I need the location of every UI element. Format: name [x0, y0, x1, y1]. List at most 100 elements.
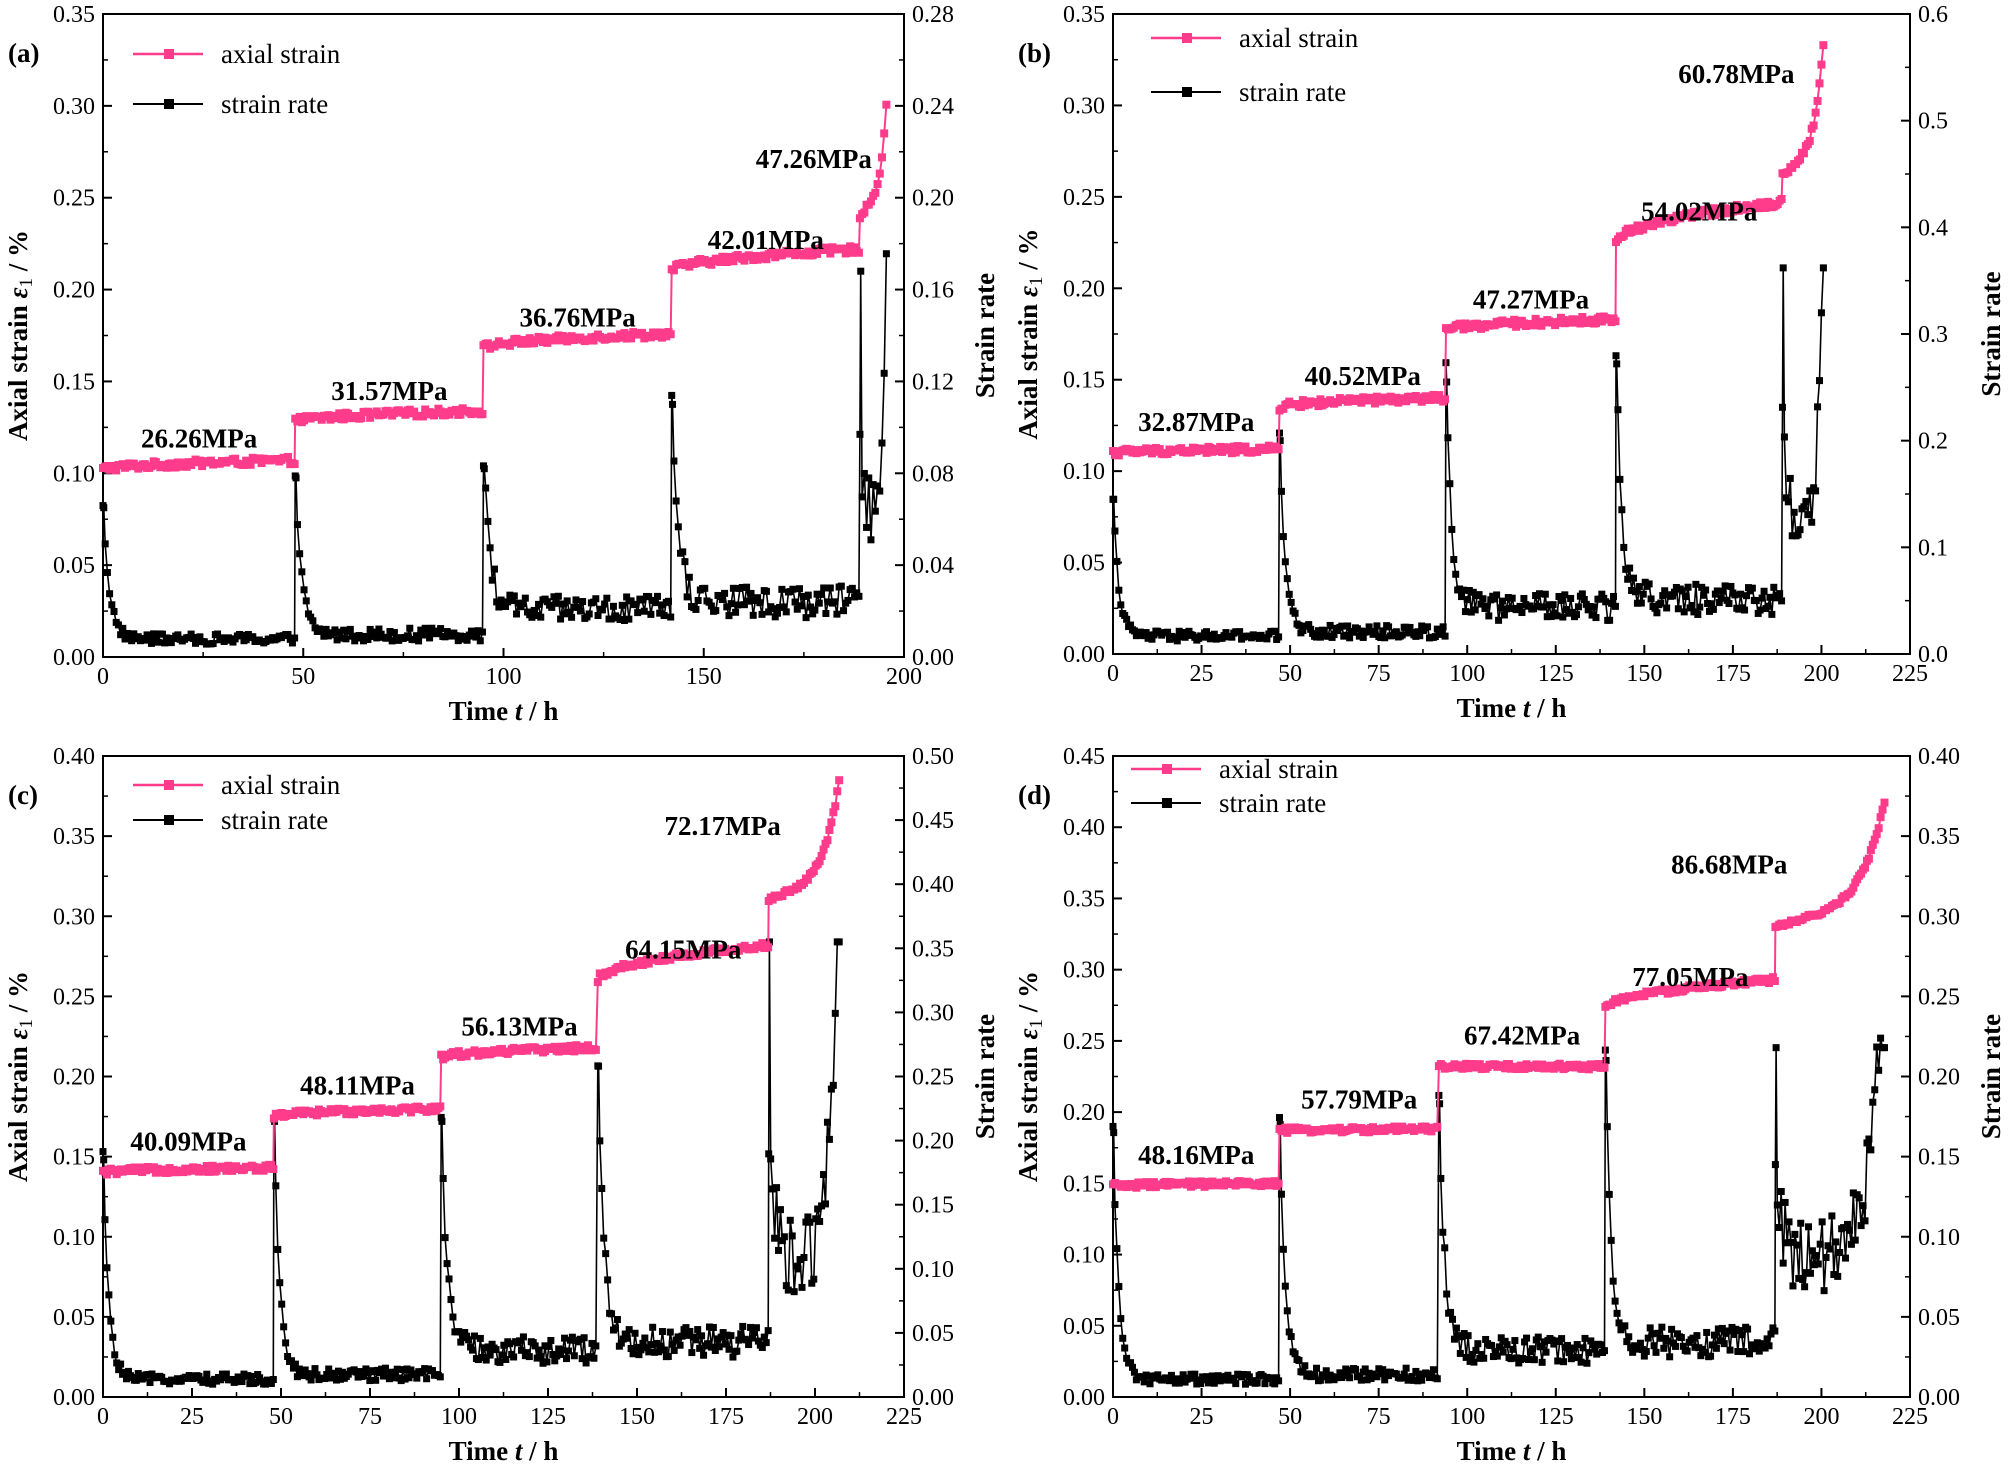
strain-rate-point	[1305, 621, 1313, 629]
strain-rate-point	[549, 1350, 557, 1358]
axial-strain-point	[1709, 204, 1718, 213]
x-tick-label: 125	[530, 1404, 566, 1430]
strain-rate-point	[594, 612, 602, 620]
strain-rate-point	[1650, 1342, 1658, 1350]
strain-rate-point	[749, 1334, 757, 1342]
strain-rate-point	[771, 613, 779, 621]
strain-rate-point	[495, 603, 503, 611]
axial-strain-point	[182, 462, 191, 471]
axial-strain-point	[1872, 830, 1881, 839]
strain-rate-point	[1865, 1135, 1873, 1143]
strain-rate-point	[1521, 1338, 1529, 1346]
axial-strain-point	[1279, 404, 1288, 413]
strain-rate-point	[313, 1371, 321, 1379]
axial-strain-point	[815, 857, 824, 866]
strain-rate-point	[1565, 609, 1573, 617]
strain-rate-point	[189, 634, 197, 642]
strain-rate-point	[596, 1137, 604, 1145]
strain-rate-point	[1146, 1380, 1154, 1388]
strain-rate-point	[196, 633, 204, 641]
axial-strain-point	[1186, 448, 1195, 457]
panel-label: (c)	[8, 780, 38, 810]
x-tick-label: 100	[441, 1404, 477, 1430]
strain-rate-point	[539, 1359, 547, 1367]
strain-rate-point	[300, 586, 308, 594]
strain-rate-point	[1429, 1366, 1437, 1374]
strain-rate-point	[1431, 633, 1439, 641]
strain-rate-point	[1410, 1376, 1418, 1384]
strain-rate-point	[1259, 1372, 1267, 1380]
strain-rate-point	[1468, 1350, 1476, 1358]
strain-rate-point	[707, 602, 715, 610]
strain-rate-point	[192, 639, 200, 647]
axial-strain-point	[147, 462, 156, 471]
strain-rate-point	[820, 584, 828, 592]
strain-rate-point	[335, 628, 343, 636]
x-tick-label: 50	[1278, 661, 1302, 687]
y-right-tick-label: 0.25	[912, 1065, 954, 1091]
y-right-tick-label: 0.15	[912, 1193, 954, 1219]
y-left-tick-label: 0.20	[53, 1065, 95, 1091]
axial-strain-point	[1578, 313, 1587, 322]
strain-rate-point	[656, 1342, 664, 1350]
y-right-tick-label: 0.30	[912, 1000, 954, 1026]
strain-rate-point	[1203, 628, 1211, 636]
strain-rate-point	[299, 1372, 307, 1380]
strain-rate-point	[1819, 264, 1827, 272]
strain-rate-point	[1880, 1044, 1888, 1052]
strain-rate-point	[1326, 621, 1334, 629]
axial-strain-point	[669, 266, 678, 275]
strain-rate-point	[559, 1346, 567, 1354]
strain-rate-point	[1458, 593, 1466, 601]
strain-rate-point	[1790, 508, 1798, 516]
strain-rate-point	[1682, 593, 1690, 601]
strain-rate-point	[735, 1336, 743, 1344]
panel-label: (a)	[8, 38, 39, 68]
strain-rate-point	[516, 1337, 524, 1345]
axial-strain-point	[418, 412, 427, 421]
x-tick-label: 0	[97, 1404, 109, 1430]
strain-rate-point	[1616, 475, 1624, 483]
strain-rate-point	[1779, 264, 1787, 272]
strain-rate-point	[1694, 610, 1702, 618]
strain-rate-point	[1342, 631, 1350, 639]
x-tick-label: 225	[1892, 1404, 1928, 1430]
strain-rate-point	[590, 1354, 598, 1362]
strain-rate-point	[1187, 1370, 1195, 1378]
axial-strain-point	[1687, 213, 1696, 222]
strain-rate-point	[1814, 403, 1822, 411]
strain-rate-point	[284, 631, 292, 639]
strain-rate-point	[423, 1375, 431, 1383]
axial-strain-point	[685, 262, 694, 271]
strain-rate-point	[565, 608, 573, 616]
strain-rate-point	[298, 568, 306, 576]
strain-rate-point	[554, 592, 562, 600]
strain-rate-point	[678, 1332, 686, 1340]
y-right-tick-label: 0.20	[912, 1129, 954, 1155]
strain-rate-point	[696, 1344, 704, 1352]
strain-rate-point	[1322, 1367, 1330, 1375]
strain-rate-point	[1778, 597, 1786, 605]
strain-rate-point	[1580, 596, 1588, 604]
strain-rate-point	[1340, 1372, 1348, 1380]
x-tick-label: 175	[1715, 661, 1751, 687]
strain-rate-point	[1291, 609, 1299, 617]
strain-rate-point	[1450, 556, 1458, 564]
y-left-tick-label: 0.10	[53, 1225, 95, 1251]
strain-rate-point	[1658, 1323, 1666, 1331]
strain-rate-point	[1241, 1380, 1249, 1388]
strain-rate-point	[1402, 1364, 1410, 1372]
strain-rate-point	[1414, 628, 1422, 636]
strain-rate-point	[325, 1365, 333, 1373]
strain-rate-point	[1185, 1374, 1193, 1382]
strain-rate-point	[1747, 1341, 1755, 1349]
strain-rate-point	[474, 627, 482, 635]
stress-label: 72.17MPa	[664, 811, 781, 841]
strain-rate-point	[1663, 604, 1671, 612]
strain-rate-point	[1871, 1086, 1879, 1094]
strain-rate-point	[1478, 1351, 1486, 1359]
strain-rate-point	[100, 1156, 108, 1164]
strain-rate-point	[831, 1009, 839, 1017]
y-right-tick-label: 0.10	[1918, 1225, 1960, 1251]
strain-rate-point	[794, 1265, 802, 1273]
